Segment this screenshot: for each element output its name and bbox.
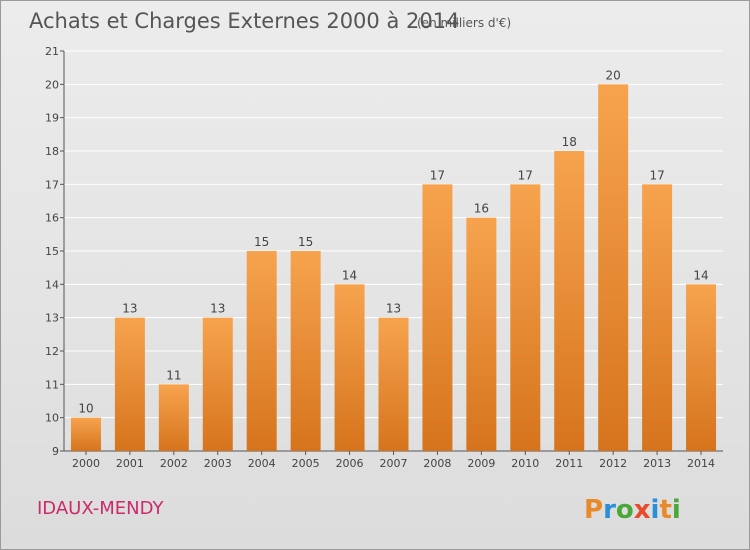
x-tick-label-2002: 2002: [160, 457, 188, 470]
x-tick-label-2009: 2009: [467, 457, 495, 470]
value-label-2005: 15: [298, 235, 313, 249]
bar-2009: [466, 217, 497, 451]
y-tick-label: 16: [45, 212, 59, 225]
logo-letter: o: [616, 495, 634, 525]
bar-2010: [510, 184, 541, 452]
y-tick-layer: 9 10 11 12 13 14 15 16 17 18 19 20 21: [45, 45, 64, 458]
bar-2001: [114, 317, 145, 451]
bar-2005: [290, 251, 321, 451]
x-tick-label-2012: 2012: [599, 457, 627, 470]
logo-letter: i: [651, 495, 660, 525]
bar-2014: [686, 284, 717, 451]
x-tick-label-2010: 2010: [511, 457, 539, 470]
x-tick-label-2001: 2001: [116, 457, 144, 470]
chart-title: Achats et Charges Externes 2000 à 2014: [29, 9, 459, 33]
logo-letter: x: [634, 495, 651, 525]
logo-letter: r: [603, 495, 616, 525]
chart-unit: (en milliers d'€): [417, 16, 511, 30]
x-tick-label-2004: 2004: [248, 457, 276, 470]
bar-2000: [70, 417, 101, 451]
x-tick-label-2006: 2006: [336, 457, 364, 470]
bar-2007: [378, 317, 409, 451]
y-tick-label: 12: [45, 345, 59, 358]
y-tick-label: 10: [45, 412, 59, 425]
y-tick-label: 19: [45, 112, 59, 125]
x-tick-label-2008: 2008: [423, 457, 451, 470]
y-tick-label: 9: [52, 445, 59, 458]
value-label-2010: 17: [518, 168, 533, 182]
bar-layer: 10 13 11 13 15 15 14 13 17 16 17 18 20 17 14: [70, 68, 717, 452]
x-tick-label-2005: 2005: [292, 457, 320, 470]
bar-2004: [246, 251, 277, 451]
y-tick-label: 15: [45, 245, 59, 258]
bar-2006: [334, 284, 365, 451]
value-label-2011: 18: [562, 135, 577, 149]
logo-letter: i: [672, 495, 681, 525]
y-tick-label: 17: [45, 178, 59, 191]
y-tick-label: 13: [45, 312, 59, 325]
value-label-2004: 15: [254, 235, 269, 249]
x-tick-label-2007: 2007: [380, 457, 408, 470]
bar-2012: [598, 84, 629, 451]
value-label-2014: 14: [693, 268, 708, 282]
y-tick-label: 18: [45, 145, 59, 158]
x-tick-label-2000: 2000: [72, 457, 100, 470]
value-label-2008: 17: [430, 168, 445, 182]
bar-2002: [158, 384, 189, 451]
x-tick-label-2014: 2014: [687, 457, 715, 470]
x-tick-layer: 2000 2001 2002 2003 2004 2005 2006 2007 2008 2009…: [72, 451, 715, 470]
y-tick-label: 14: [45, 278, 59, 291]
value-label-2001: 13: [122, 302, 137, 316]
bar-2003: [202, 317, 233, 451]
value-label-2003: 13: [210, 302, 225, 316]
value-label-2009: 16: [474, 202, 489, 216]
bar-2008: [422, 184, 453, 452]
logo-letter: P: [584, 495, 603, 525]
bar-2011: [554, 151, 585, 451]
value-label-2002: 11: [166, 368, 181, 382]
value-label-2000: 10: [78, 402, 93, 416]
value-label-2007: 13: [386, 302, 401, 316]
x-tick-label-2013: 2013: [643, 457, 671, 470]
y-tick-label: 21: [45, 45, 59, 58]
bar-2013: [642, 184, 673, 452]
x-tick-label-2003: 2003: [204, 457, 232, 470]
value-label-2013: 17: [649, 168, 664, 182]
value-label-2006: 14: [342, 268, 357, 282]
y-tick-label: 20: [45, 78, 59, 91]
x-tick-label-2011: 2011: [555, 457, 583, 470]
commune-name: IDAUX-MENDY: [37, 498, 165, 519]
proxiti-logo: Proxiti: [584, 495, 681, 525]
value-label-2012: 20: [606, 68, 621, 82]
y-tick-label: 11: [45, 378, 59, 391]
logo-letter: t: [659, 495, 671, 525]
